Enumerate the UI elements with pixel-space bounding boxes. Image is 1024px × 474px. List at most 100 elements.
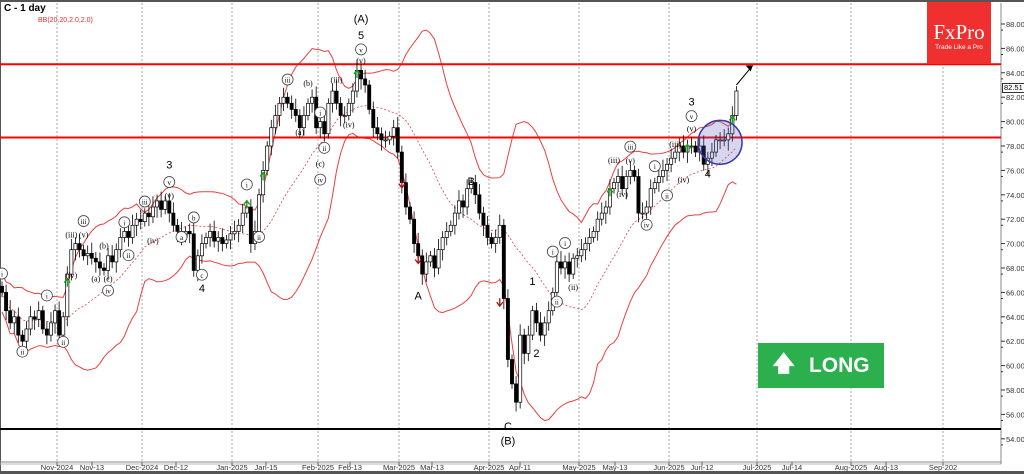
candle [293,98,298,122]
candle-body [138,218,143,222]
candle [620,165,625,196]
wave-label: i [1,271,3,279]
candle [379,127,384,151]
x-tick-label: Apr-2025 [474,463,505,472]
candle [383,130,388,148]
candle [505,289,510,368]
candle-body [448,224,453,232]
candle [212,220,217,248]
wave-label-group: v [355,43,367,56]
candle-body [49,322,53,336]
wave-label: (iv) [147,237,159,246]
candle-body [191,233,196,271]
candle-body [383,139,388,142]
wave-label: (iii) [65,231,77,240]
wave-label-circle [314,173,327,186]
wave-label: iii [142,199,148,207]
candle [130,214,135,244]
wave-label: ii [555,299,559,307]
wave-label: (iv) [616,190,628,199]
candle-body [616,176,621,183]
wave-label-group: iii [281,73,294,86]
wave-label-group: 4 [199,283,205,295]
candle-body [0,285,4,293]
candle [575,247,580,268]
candle [85,245,90,266]
candle-body [465,188,470,208]
wave-label-group: i [118,216,131,229]
signal-up-arrow-icon [259,171,267,177]
x-tick-label: Mar-13 [420,463,444,472]
candle-body [648,188,653,208]
candle [436,238,441,275]
candle-body [297,115,302,129]
x-tick-label: Feb-2025 [302,463,334,472]
candle-body [232,231,237,235]
wave-label-circle [550,295,563,308]
wave-label-circle [281,73,294,86]
candle-body [718,139,723,142]
wave-label-circle [138,195,151,208]
x-tick-label: Aug-2025 [835,463,868,472]
wave-label: iv [644,222,650,230]
candle-body [403,182,408,208]
candle-body [171,212,176,226]
candle [306,98,310,121]
wave-label-circle [163,176,176,188]
wave-label-circle [661,189,673,202]
wave-label-group: ii [57,335,70,348]
candle-body [114,249,119,263]
x-tick-label: Jul-14 [782,463,802,472]
candle-body [261,170,266,196]
candle-body [289,102,294,110]
wave-label-group: iv [314,173,327,186]
candle [526,325,531,362]
candle-body [61,316,66,336]
x-tick-label: May-2025 [562,463,595,472]
candle [69,238,74,281]
candle [338,96,343,127]
candle-body [681,145,686,153]
wave-label-group: B [468,176,475,188]
wave-label: 5 [358,30,364,42]
candle [477,184,482,220]
candle-body [522,334,527,354]
candle [102,263,106,276]
candle [563,255,567,279]
candle-body [12,316,17,324]
wave-label-group: i [559,237,571,249]
wave-label-group: (v) [687,124,697,133]
wave-label-group: iv [102,284,114,297]
wave-label: c [200,272,203,280]
candle [240,203,245,234]
candle [146,205,151,227]
wave-label-group: 4 [705,169,711,181]
logo-brand: FxPro [933,20,985,44]
wave-label: (iii) [669,140,681,149]
candle-body [89,253,94,259]
candle-body [265,145,270,171]
candle-body [567,261,572,275]
candle-body [677,145,682,153]
y-tick-label: 78.00 [1006,142,1024,151]
y-tick-label: 68.00 [1006,264,1024,273]
fxpro-logo: FxPro Trade Like a Pro [927,2,991,64]
candle-body [342,115,347,117]
x-tick-label: Dec-2024 [126,463,159,472]
candle [693,141,698,157]
wave-label: A [414,291,422,303]
wave-label-circle [118,216,131,229]
candle-body [644,206,649,214]
candle [432,247,437,278]
candle [567,252,572,282]
wave-label-group: ii [253,231,265,243]
candle [689,136,694,154]
candle [579,238,584,263]
candle-body [310,96,315,104]
candle-body [159,200,164,210]
candle [522,328,527,365]
candle-body [195,255,200,271]
wave-label-circle [355,43,367,56]
x-tick-label: Jan-15 [255,463,278,472]
